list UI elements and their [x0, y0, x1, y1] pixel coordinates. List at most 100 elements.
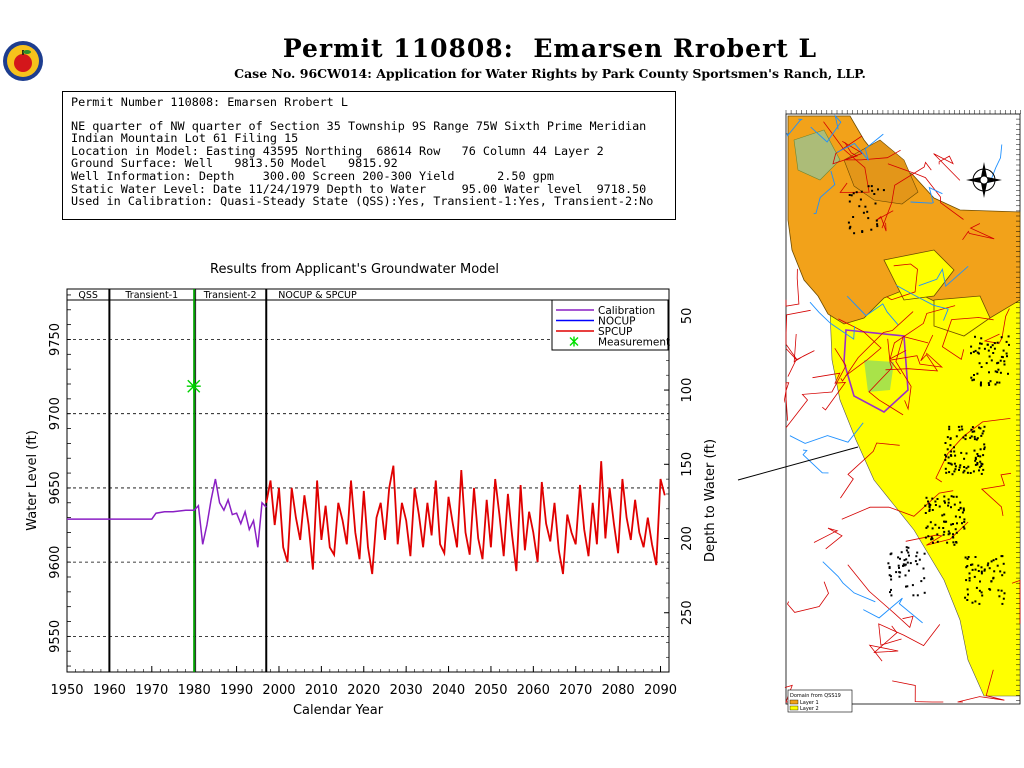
info-line: Used in Calibration: Quasi-Steady State …	[71, 194, 654, 209]
map-well	[944, 520, 946, 523]
map-well	[898, 575, 901, 578]
map-well	[931, 509, 934, 511]
map-well	[973, 378, 975, 381]
map-well	[977, 455, 980, 457]
x-tick-label: 2020	[347, 683, 380, 698]
map-well	[949, 437, 952, 440]
map-well	[962, 525, 965, 528]
map-well	[983, 425, 986, 428]
y-axis-label: Water Level (ft)	[25, 430, 40, 531]
map-well	[996, 564, 999, 567]
x-tick-label: 2050	[474, 683, 507, 698]
map-well	[973, 438, 976, 441]
map-road	[895, 336, 929, 411]
map-well	[862, 211, 865, 214]
map-well	[950, 463, 953, 466]
map-road	[885, 334, 939, 372]
apple-icon	[14, 54, 32, 72]
map-well	[947, 456, 950, 459]
map-well	[867, 217, 870, 220]
map-well	[969, 472, 972, 474]
map-well	[964, 438, 967, 441]
map-well	[864, 205, 867, 208]
map-well	[890, 552, 893, 555]
map-well	[980, 434, 983, 437]
map-well	[996, 341, 999, 344]
map-well	[877, 188, 879, 191]
map-road	[892, 680, 944, 703]
map-well	[855, 191, 858, 194]
map-well	[996, 381, 999, 384]
map-road	[842, 140, 901, 161]
map-well	[1001, 555, 1004, 558]
map-streams	[786, 114, 1003, 624]
map-well	[929, 521, 932, 524]
map-well	[943, 500, 946, 503]
map-well	[871, 189, 874, 192]
map-well	[1005, 340, 1008, 343]
map-well	[993, 342, 996, 345]
map-well	[987, 382, 990, 385]
map-well	[882, 189, 885, 192]
map-well	[988, 384, 991, 386]
x-tick-label: 1950	[50, 683, 83, 698]
map-well	[934, 500, 937, 503]
map-well	[951, 535, 954, 538]
map-well	[999, 359, 1002, 362]
map-well	[968, 579, 971, 582]
map-well	[983, 347, 986, 350]
map-well	[982, 468, 985, 471]
map-well	[928, 508, 931, 511]
map-well	[967, 556, 970, 558]
map-well	[890, 594, 893, 597]
map-well	[973, 575, 976, 578]
map-well	[952, 533, 954, 536]
map-well	[923, 577, 926, 580]
page-subtitle: Case No. 96CW014: Application for Water …	[234, 66, 866, 81]
map-well	[890, 588, 892, 591]
map-well	[925, 496, 928, 499]
map-well	[976, 462, 979, 464]
map-well	[907, 546, 910, 549]
map-well	[1001, 356, 1004, 359]
map-legend-layer2: Layer 2	[800, 706, 819, 712]
map-road	[980, 472, 1012, 516]
map-well	[967, 593, 969, 596]
info-line: Static Water Level: Date 11/24/1979 Dept…	[71, 181, 647, 196]
x-axis-label: Calendar Year	[293, 703, 384, 718]
map-well	[920, 580, 923, 583]
map-well	[912, 594, 915, 597]
map-well	[922, 567, 925, 570]
x-tick-label: 2080	[602, 683, 635, 698]
map-well	[980, 381, 982, 384]
map-well	[980, 342, 983, 345]
map-well	[986, 564, 989, 567]
map-well	[959, 501, 962, 504]
map-well	[988, 371, 990, 374]
map-well	[908, 554, 910, 557]
map-wells	[847, 185, 1010, 605]
map-well	[1007, 335, 1010, 338]
map-well	[983, 443, 986, 446]
x-tick-label: 2030	[390, 683, 423, 698]
map-road	[785, 309, 811, 377]
map-road	[840, 442, 900, 499]
page-title: Permit 110808: Emarsen Rrobert L	[282, 34, 818, 63]
map-well	[866, 210, 869, 213]
map-road	[878, 623, 941, 647]
map-well	[978, 469, 980, 472]
map-well	[964, 434, 967, 437]
map-well	[983, 448, 986, 451]
map-well	[968, 577, 971, 580]
map-well	[978, 466, 981, 469]
map-well	[967, 465, 970, 468]
y-tick-label: 9700	[48, 397, 63, 430]
map-well	[1002, 597, 1005, 600]
map-well	[970, 352, 972, 355]
map-well	[964, 556, 967, 559]
map-well	[962, 509, 965, 512]
map-well	[931, 527, 934, 530]
x-tick-label: 2070	[559, 683, 592, 698]
map-well	[998, 381, 1001, 384]
map-well	[853, 232, 856, 235]
